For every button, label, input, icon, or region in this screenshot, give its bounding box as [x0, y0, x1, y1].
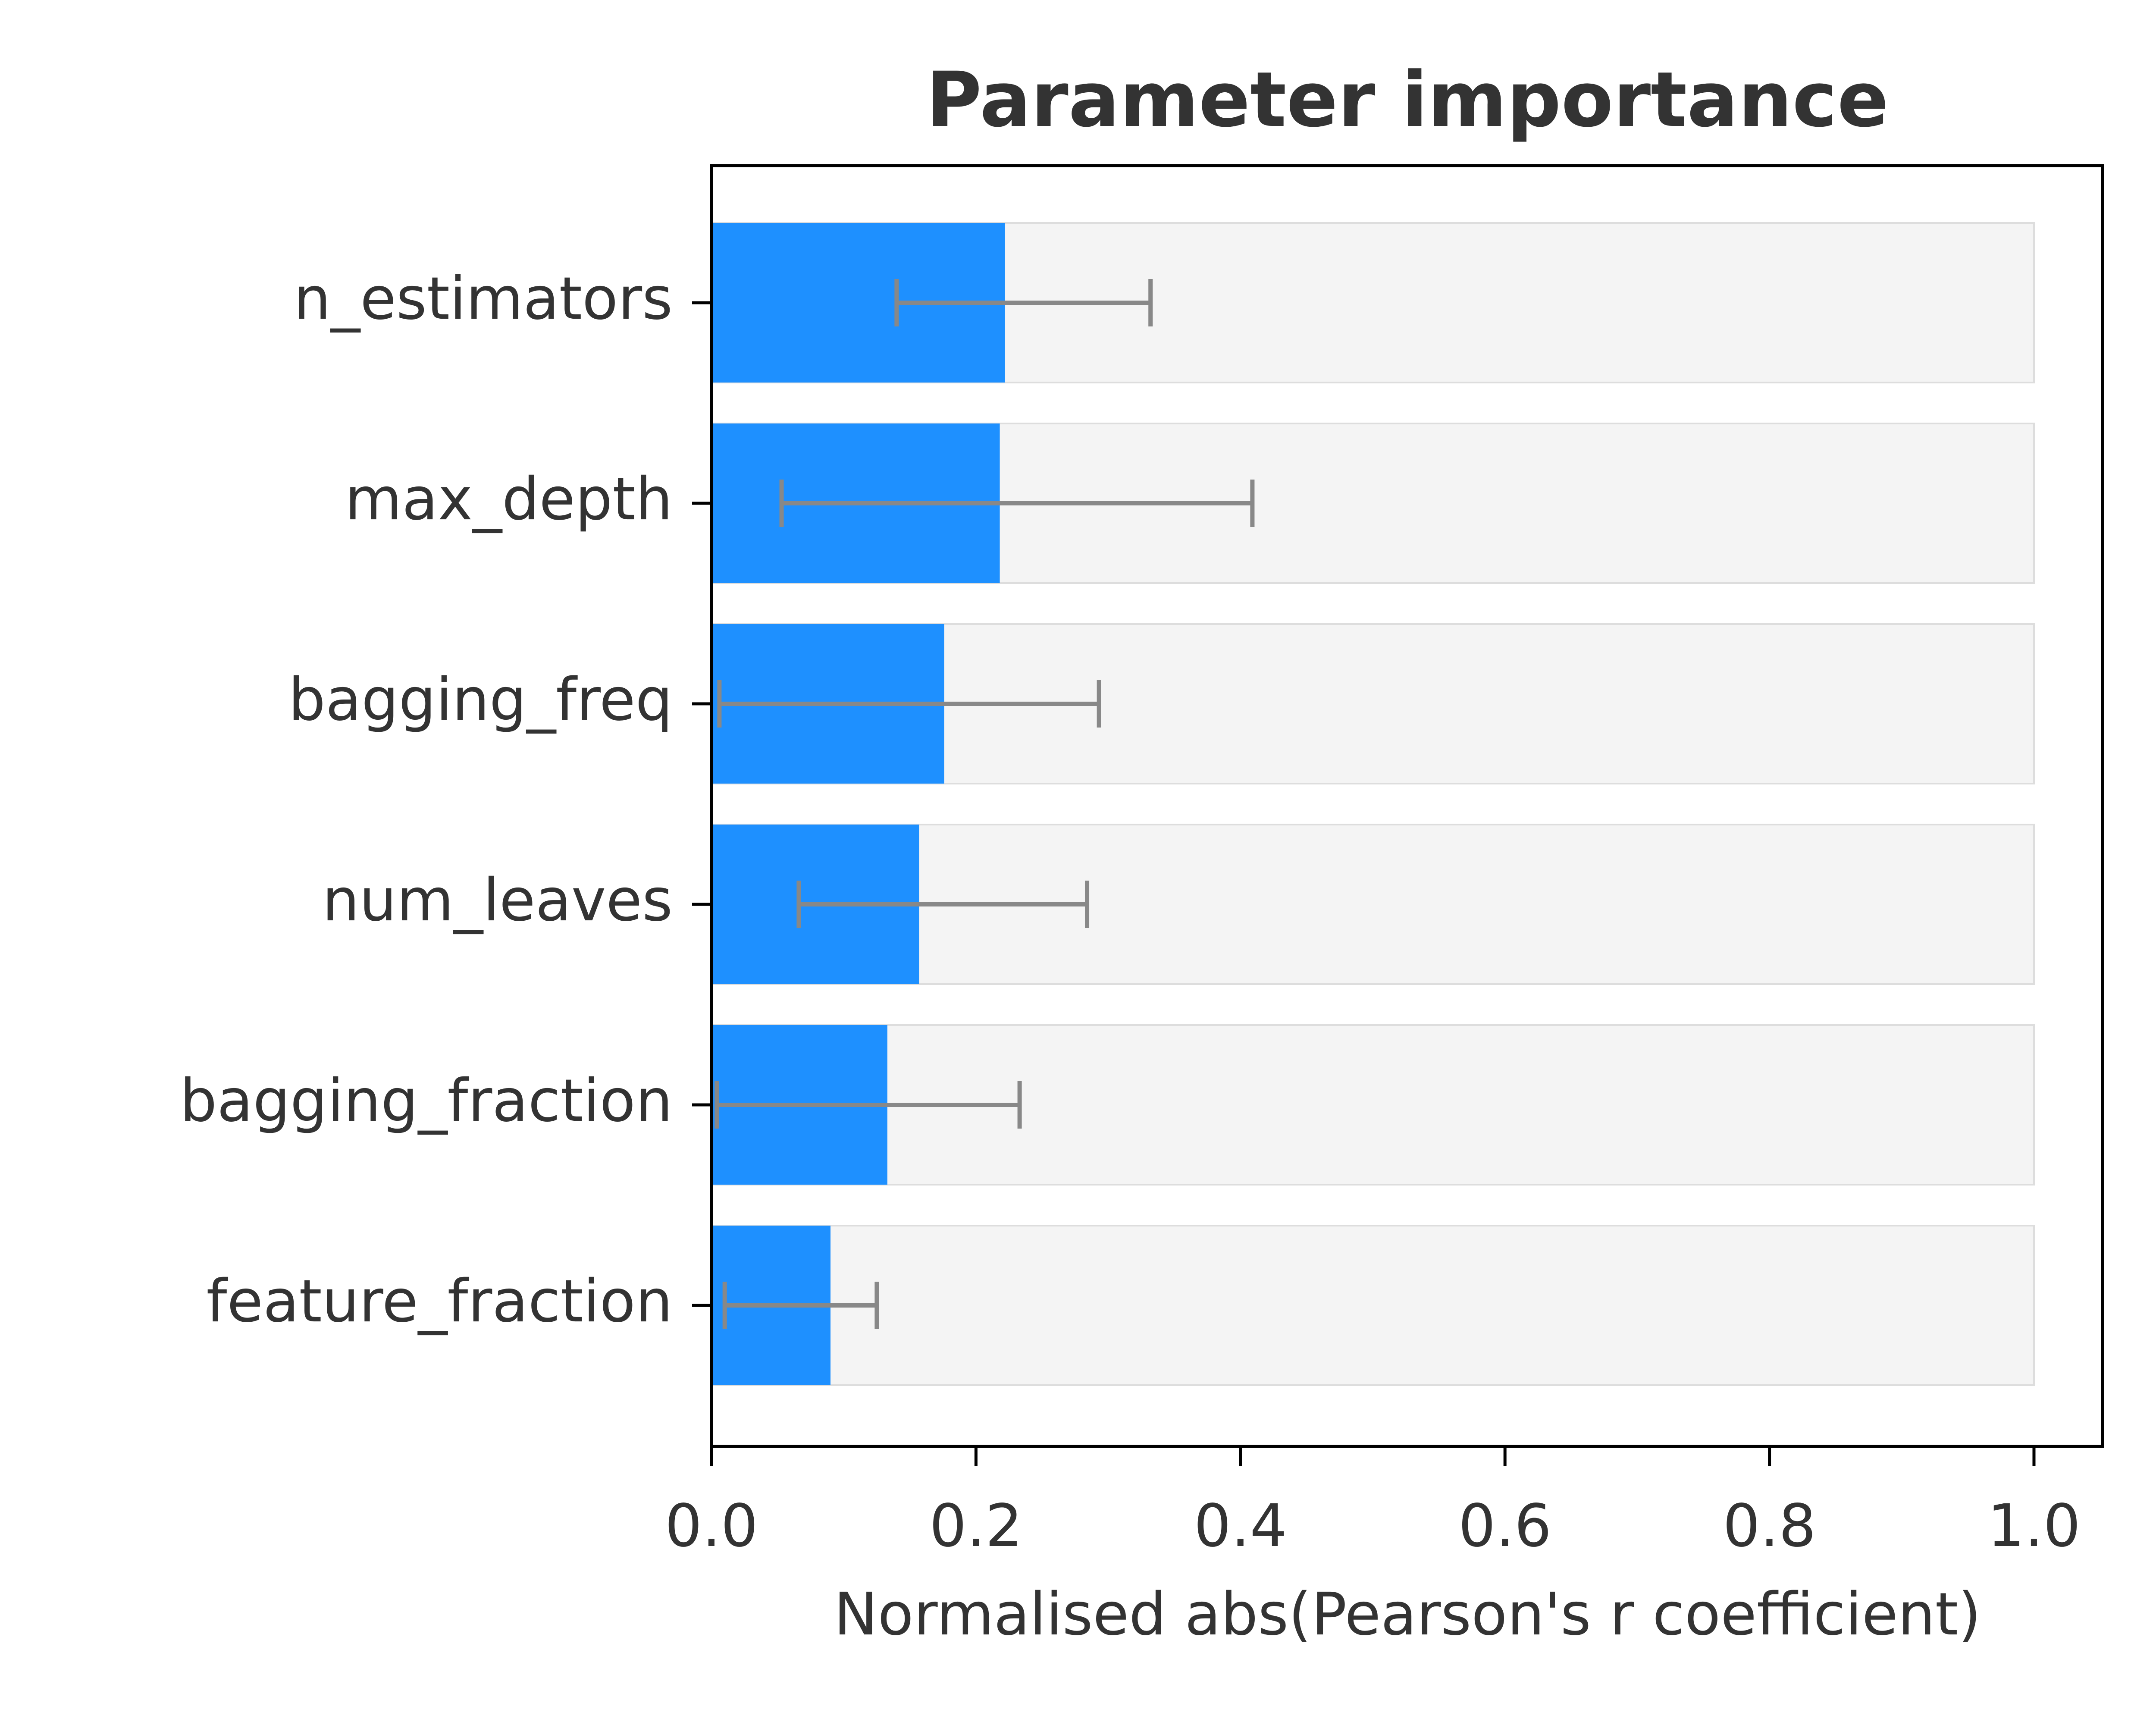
y-tick-label: max_depth [345, 465, 673, 533]
x-tick-label: 1.0 [1987, 1492, 2081, 1560]
y-axis: n_estimators max_depth bagging_freq num_lea… [180, 265, 711, 1336]
plot-frame [710, 164, 2104, 1448]
chart-title: Parameter importance [926, 56, 1889, 144]
x-tick-label: 0.0 [665, 1492, 758, 1560]
y-tick-label: n_estimators [294, 265, 673, 333]
background-bars [711, 222, 2035, 1386]
y-tick-label: bagging_freq [288, 666, 673, 734]
x-tick-label: 0.8 [1723, 1492, 1816, 1560]
y-tick-label: num_leaves [322, 866, 673, 935]
x-axis: 0.0 0.2 0.4 0.6 0.8 1.0 [665, 1446, 2081, 1560]
x-axis-label: Normalised abs(Pearson's r coefficient) [834, 1581, 1981, 1649]
y-tick-label: bagging_fraction [180, 1067, 673, 1135]
x-tick-label: 0.2 [929, 1492, 1022, 1560]
x-tick-label: 0.6 [1458, 1492, 1551, 1560]
error-bars [714, 279, 1255, 1329]
y-tick-label: feature_fraction [207, 1267, 673, 1336]
value-bars [711, 223, 1005, 1385]
x-tick-label: 0.4 [1194, 1492, 1287, 1560]
background-bar [711, 1225, 2035, 1386]
